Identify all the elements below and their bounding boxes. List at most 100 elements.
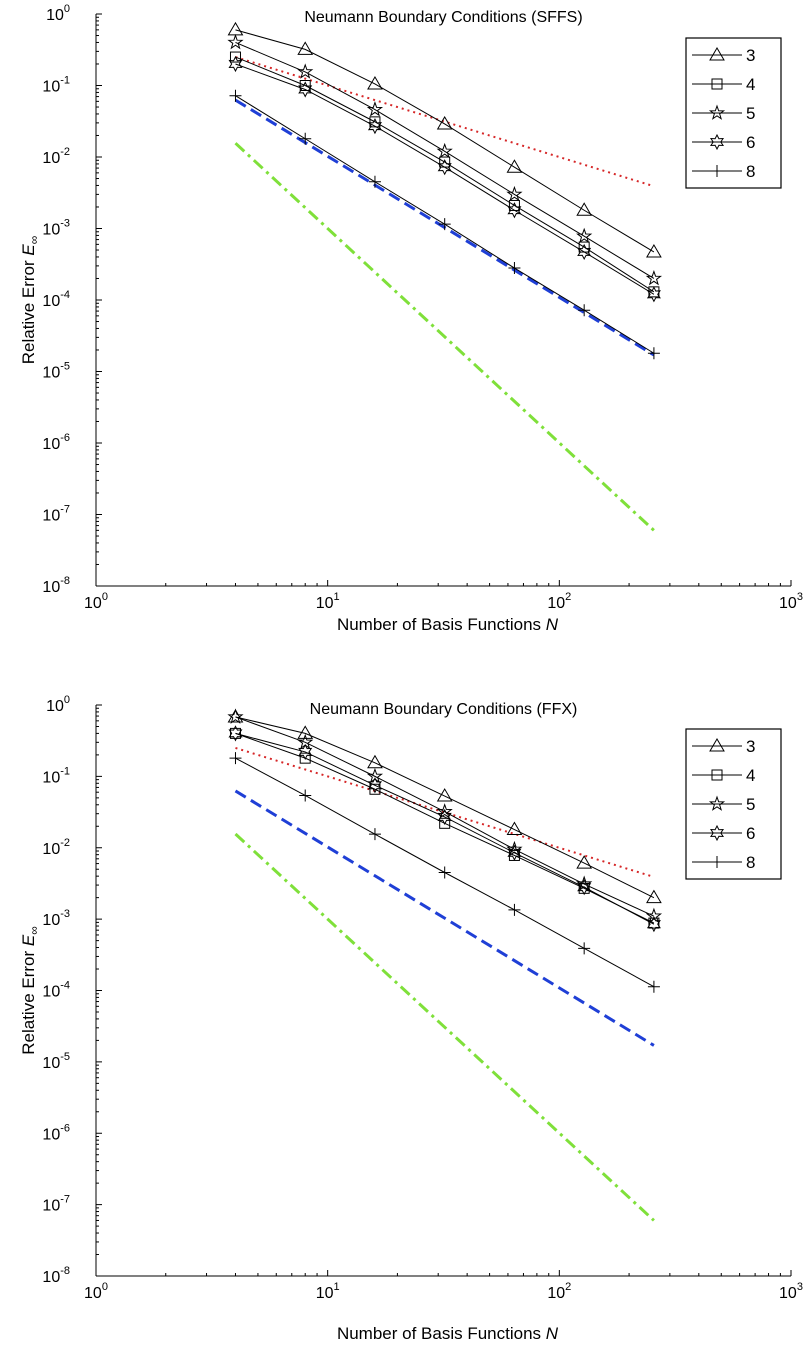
y-tick-base: 10 — [42, 1269, 60, 1286]
chart-title: Neumann Boundary Conditions (FFX) — [310, 701, 578, 718]
reference-line-dotted — [235, 747, 655, 878]
x-tick-label: 100 — [84, 591, 108, 612]
series-6 — [228, 55, 661, 303]
y-axis-label-text: Relative Error — [19, 946, 38, 1055]
legend: 3 4 5 6 8 — [685, 37, 782, 189]
data-point — [507, 844, 522, 861]
data-point — [576, 855, 593, 869]
y-tick-label: 10-1 — [42, 75, 70, 96]
data-point — [645, 907, 663, 924]
y-axis-label: Relative Error E∞ — [19, 926, 41, 1055]
y-tick-exponent: -4 — [60, 289, 70, 301]
y-tick-base: 10 — [42, 1126, 60, 1143]
y-axis-label-text: Relative Error — [19, 256, 38, 365]
x-tick-base: 10 — [779, 595, 797, 612]
y-tick-label: 10-8 — [42, 575, 70, 596]
x-tick-exponent: 3 — [797, 1281, 803, 1293]
data-point — [645, 269, 663, 286]
y-tick-label: 100 — [46, 3, 70, 24]
legend-marker — [711, 78, 723, 90]
y-tick-base: 10 — [42, 79, 60, 96]
series-line — [235, 56, 655, 293]
data-point — [228, 725, 243, 742]
data-point — [647, 980, 660, 993]
y-tick-label: 10-3 — [42, 218, 70, 239]
legend-marker — [709, 133, 725, 151]
data-point — [508, 262, 521, 275]
legend-marker — [709, 738, 725, 752]
series-5 — [227, 33, 663, 286]
y-tick-exponent: -2 — [60, 837, 70, 849]
data-point — [576, 202, 593, 216]
y-axis-label-var: E — [19, 244, 38, 256]
x-axis-label: Number of Basis Functions N — [337, 1324, 559, 1343]
data-point — [227, 708, 244, 724]
legend-label: 4 — [746, 75, 755, 94]
y-tick-base: 10 — [42, 769, 60, 786]
data-point — [228, 55, 243, 73]
y-tick-label: 10-4 — [42, 980, 70, 1001]
y-tick-base: 10 — [42, 912, 60, 929]
series-3 — [227, 21, 662, 258]
y-tick-label: 10-7 — [42, 504, 70, 525]
x-tick-exponent: 0 — [102, 591, 108, 603]
y-tick-base: 10 — [42, 579, 60, 596]
legend-marker — [711, 856, 723, 868]
legend-label: 4 — [746, 766, 755, 785]
y-tick-base: 10 — [42, 984, 60, 1001]
y-tick-label: 10-6 — [42, 432, 70, 453]
y-tick-exponent: -5 — [60, 361, 70, 373]
legend-label: 8 — [746, 162, 755, 181]
y-tick-base: 10 — [42, 1198, 60, 1215]
y-tick-exponent: -3 — [60, 908, 70, 920]
y-tick-base: 10 — [42, 293, 60, 310]
data-point — [369, 116, 381, 128]
y-tick-exponent: -2 — [60, 146, 70, 158]
x-tick-base: 10 — [84, 1285, 102, 1302]
data-point — [298, 743, 313, 761]
y-axis-label-sub: ∞ — [27, 236, 41, 245]
x-tick-exponent: 1 — [334, 591, 340, 603]
series-line — [235, 63, 655, 295]
x-axis-label-text: Number of Basis Functions — [337, 615, 546, 634]
series-line — [235, 716, 655, 917]
legend-marker — [709, 824, 725, 842]
y-tick-base: 10 — [42, 508, 60, 525]
data-point — [437, 808, 452, 826]
y-tick-label: 10-2 — [42, 837, 70, 858]
data-point — [506, 185, 523, 202]
y-tick-label: 10-5 — [42, 1051, 70, 1072]
data-point — [229, 727, 241, 739]
x-tick-base: 10 — [316, 595, 334, 612]
data-point — [577, 243, 592, 261]
data-point — [299, 752, 311, 764]
data-point — [367, 754, 383, 769]
chart-sffs: Neumann Boundary Conditions (SFFS)100 101… — [19, 3, 803, 634]
x-tick-base: 10 — [547, 595, 565, 612]
data-point — [227, 708, 244, 723]
legend-label: 8 — [746, 853, 755, 872]
x-axis-label-var: N — [546, 615, 559, 634]
data-point — [297, 725, 314, 739]
x-tick-base: 10 — [779, 1285, 797, 1302]
data-point — [507, 202, 522, 219]
data-point — [229, 89, 242, 102]
y-tick-base: 10 — [42, 365, 60, 382]
series-line — [235, 41, 655, 279]
data-point — [646, 243, 662, 258]
series-5 — [227, 708, 663, 924]
x-tick-base: 10 — [547, 1285, 565, 1302]
data-point — [367, 118, 382, 135]
data-point — [368, 828, 381, 841]
data-point — [506, 840, 523, 857]
x-tick-exponent: 3 — [797, 591, 803, 603]
data-point — [436, 788, 453, 802]
data-point — [298, 81, 313, 98]
data-point — [369, 783, 381, 795]
data-point — [227, 21, 244, 36]
y-tick-exponent: -1 — [60, 765, 70, 777]
data-point — [366, 101, 384, 117]
data-point — [227, 33, 244, 50]
y-axis-label: Relative Error E∞ — [19, 236, 41, 365]
